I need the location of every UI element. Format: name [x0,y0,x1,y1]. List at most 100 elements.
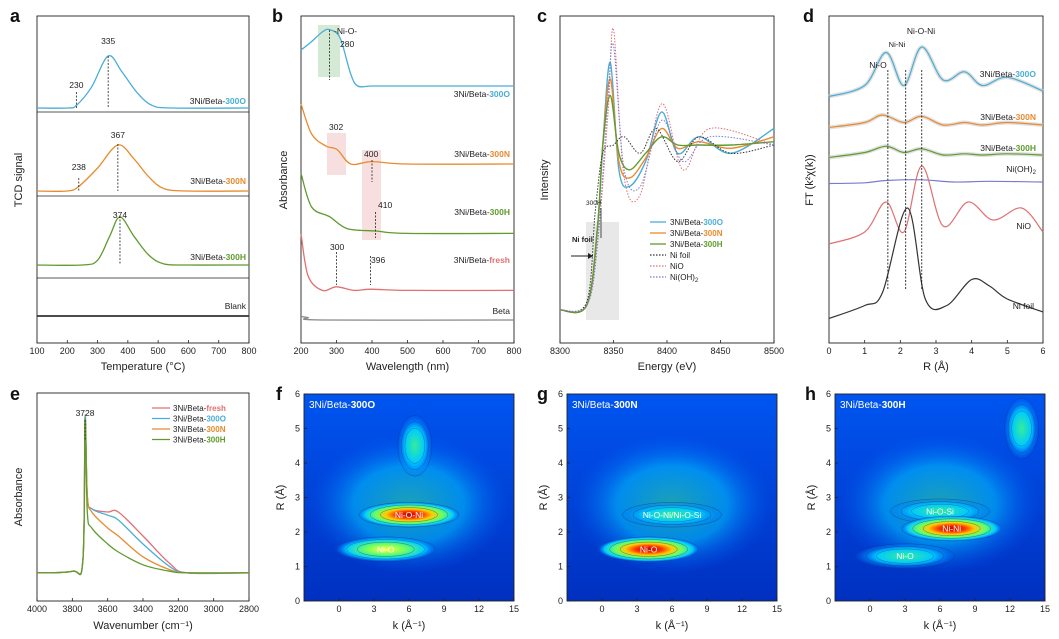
x-tick-label: 3200 [168,604,188,614]
contour-line [1007,404,1036,453]
x-tick-label: 3000 [204,604,224,614]
series-line [36,418,250,575]
x-tick-label: 4 [969,346,974,356]
arrow-head [588,253,593,259]
peak-label: 367 [111,130,125,140]
x-tick-label: 8300 [550,346,570,356]
series-line [828,114,1044,129]
heatmap-label: Ni-O [377,544,395,554]
series-line [300,173,515,235]
highlight-region [327,133,346,175]
y-tick-label: 1 [826,562,831,572]
panel-letter: f [276,384,283,404]
series-line [828,46,1044,98]
x-tick-label: 300 [90,346,105,356]
heatmap-title: 3Ni/Beta-300H [840,400,906,411]
contour-line [876,548,934,564]
panel-letter: b [272,6,283,26]
x-tick-label: 300 [329,346,344,356]
heatmap-title: 3Ni/Beta-300O [309,400,375,411]
x-tick-label: 8350 [603,346,623,356]
contour-line [1004,397,1039,460]
x-tick-label: 400 [364,346,379,356]
highlight-region [362,150,381,240]
x-tick-label: 800 [506,346,521,356]
y-tick-label: 6 [295,389,300,399]
y-tick-label: 1 [558,562,563,572]
peak-label: 3728 [76,408,95,418]
x-tick-label: 800 [241,346,256,356]
x-tick-label: 4000 [27,604,47,614]
series-line [300,315,515,321]
peak-label: 230 [69,80,83,90]
x-tick-label: 8450 [710,346,730,356]
x-tick-label: 100 [29,346,44,356]
contour-line [397,415,433,477]
y-axis-label: R (Å) [537,485,550,511]
series-label: NiO [670,262,684,271]
contour-line [369,504,449,525]
x-tick-label: 8400 [657,346,677,356]
x-axis-label: k (Å⁻¹) [393,619,426,632]
annotation: Ni-O [869,60,887,70]
y-tick-label: 0 [558,596,563,606]
x-tick-label: 6 [406,604,411,614]
annotation: 302 [329,122,343,132]
x-axis-label: Temperature (°C) [101,361,185,373]
series-label: 3Ni/Beta-300H [190,252,246,262]
contour-line [643,507,701,523]
heatmap-title: 3Ni/Beta-300N [572,400,638,411]
contour-line [356,541,415,557]
x-tick-label: 200 [60,346,75,356]
panel-letter: e [10,384,20,404]
series-line [300,28,514,88]
contour-line [1011,410,1032,447]
x-tick-label: 3600 [98,604,118,614]
y-tick-label: 6 [826,389,831,399]
heatmap-blob [333,536,438,563]
contour-line [401,421,429,470]
contour-line [619,541,678,557]
contour-line [346,539,425,560]
y-axis-label: R (Å) [805,485,818,511]
y-axis-label: Absorbance [278,151,290,210]
series-label: 3Ni/Beta-300O [173,415,226,424]
series-line [828,165,1044,245]
annotation: 396 [371,255,385,265]
panel-letter: h [805,384,816,404]
y-tick-label: 5 [826,424,831,434]
heatmap-label: Ni-O-Ni [395,510,423,520]
x-tick-label: 6 [669,604,674,614]
series-label: Ni(OH)2 [1006,164,1036,176]
x-tick-label: 0 [599,604,604,614]
x-tick-label: 12 [474,604,484,614]
x-tick-label: 15 [509,604,519,614]
y-axis-label: Intensity [539,159,551,200]
y-tick-label: 0 [295,596,300,606]
y-tick-label: 3 [826,493,831,503]
y-axis-label: FT (k²χ(k)) [804,154,816,205]
heatmap-blob [596,536,701,563]
plot-frame [36,15,250,344]
annotation: 410 [378,200,392,210]
x-tick-label: 6 [1040,346,1045,356]
x-tick-label: 2 [898,346,903,356]
x-tick-label: 9 [441,604,446,614]
panel-letter: g [537,384,548,404]
series-label: 3Ni/Beta-300O [190,96,247,106]
series-label: 3Ni/Beta-300H [454,207,510,217]
y-tick-label: 2 [295,527,300,537]
highlight-region [586,222,619,320]
y-tick-label: 5 [558,424,563,434]
x-tick-label: 700 [471,346,486,356]
series-label: 3Ni/Beta-300O [980,69,1037,79]
series-label: 3Ni/Beta-300N [454,149,510,159]
heatmap-label: Ni-O [896,551,914,561]
annotation: 300H [586,200,602,207]
x-tick-label: 200 [293,346,308,356]
series-line [300,233,515,292]
x-tick-label: 9 [972,604,977,614]
series-label: 3Ni/Beta-300N [190,176,246,186]
y-tick-label: 4 [558,458,563,468]
